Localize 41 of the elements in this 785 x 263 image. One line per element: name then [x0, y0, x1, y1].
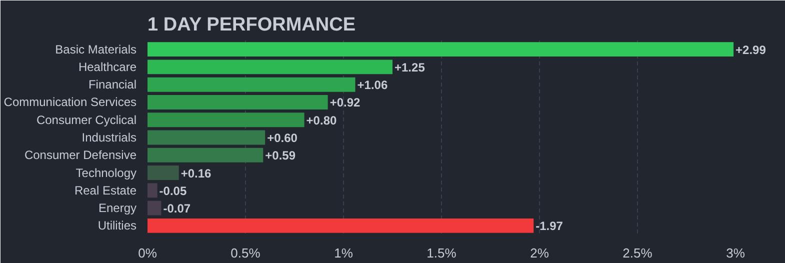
data-label: -0.07: [163, 202, 191, 216]
y-tick-label: Basic Materials: [55, 42, 136, 56]
x-tick-label: 2%: [530, 246, 550, 260]
data-label: -0.05: [159, 184, 187, 198]
chart-title: 1 DAY PERFORMANCE: [148, 14, 356, 36]
bar: [148, 77, 356, 92]
y-tick-label: Healthcare: [78, 60, 137, 74]
data-label: +0.60: [267, 131, 298, 145]
data-label: +2.99: [736, 42, 766, 57]
bar: [148, 130, 266, 145]
data-label: +1.06: [357, 78, 388, 92]
data-label: +0.59: [265, 148, 296, 163]
y-tick-label: Real Estate: [74, 183, 137, 198]
bar: [148, 112, 304, 128]
y-tick-label: Technology: [76, 166, 137, 180]
bar: [148, 200, 162, 216]
y-tick-label: Utilities: [98, 218, 136, 233]
y-tick-label: Consumer Defensive: [24, 148, 137, 162]
bar: [148, 60, 392, 74]
bar: [148, 183, 158, 198]
bar: [148, 148, 264, 162]
data-label: +1.25: [394, 60, 426, 74]
x-tick-label: 3%: [726, 246, 746, 260]
bar: [148, 94, 328, 110]
x-tick-label: 2.5%: [622, 246, 653, 260]
x-tick-label: 1%: [334, 246, 354, 260]
y-tick-label: Communication Services: [4, 95, 137, 110]
bar: [148, 166, 179, 180]
y-tick-label: Energy: [98, 201, 137, 216]
x-tick-label: 1.5%: [426, 246, 457, 260]
bar: [148, 42, 734, 57]
data-label: +0.80: [306, 113, 337, 128]
bar: [148, 218, 534, 233]
data-label: +0.16: [180, 166, 212, 180]
y-tick-label: Industrials: [82, 130, 137, 144]
x-tick-label: 0%: [138, 246, 158, 260]
data-label: +0.92: [330, 96, 361, 110]
y-tick-label: Financial: [88, 78, 137, 92]
data-label: -1.97: [536, 219, 564, 234]
x-tick-label: 0.5%: [230, 246, 261, 260]
y-tick-label: Consumer Cyclical: [36, 112, 137, 127]
